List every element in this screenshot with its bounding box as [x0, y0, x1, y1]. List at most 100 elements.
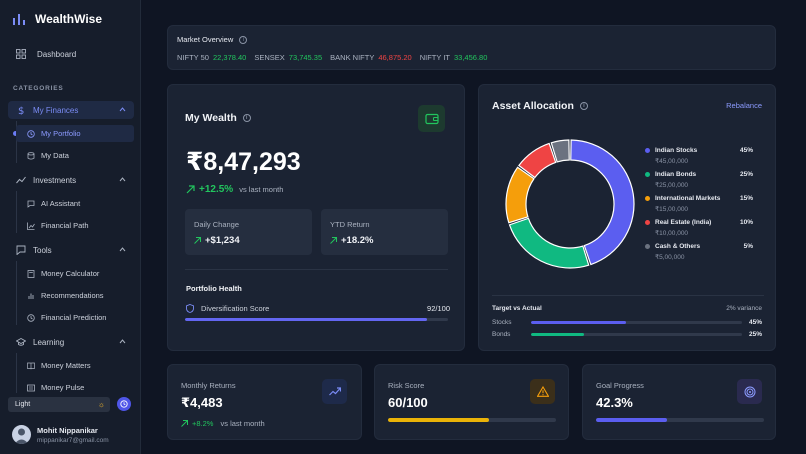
chevron-up-icon[interactable] [119, 338, 126, 345]
theme-toggle[interactable]: Light ☼ [8, 397, 110, 412]
donut-slice[interactable] [570, 139, 635, 266]
donut-slice[interactable] [518, 142, 557, 179]
history-button[interactable] [117, 397, 131, 411]
nav-money-calculator[interactable]: Money Calculator [16, 265, 134, 282]
target-pct: 25% [748, 331, 762, 338]
group-my-finances[interactable]: $ My Finances [8, 101, 134, 119]
trend-icon [16, 175, 26, 185]
nav-money-pulse[interactable]: Money Pulse [16, 379, 134, 396]
ticker-item[interactable]: NIFTY 50 22,378.40 [177, 53, 247, 62]
bar-chart-icon [13, 14, 25, 25]
nav-ai-assistant[interactable]: AI Assistant [16, 195, 134, 212]
nav-dashboard[interactable]: Dashboard [16, 49, 76, 59]
warning-icon [530, 379, 555, 404]
ticker-item[interactable]: NIFTY IT 33,456.80 [419, 53, 488, 62]
donut-slice[interactable] [508, 217, 590, 269]
rebalance-link[interactable]: Rebalance [726, 101, 762, 110]
target-row-bonds: Bonds 25% [492, 331, 762, 338]
arrow-up-right-icon [181, 420, 188, 427]
target-bar-fill [531, 321, 626, 324]
legend-item[interactable]: Indian Bonds ₹25,00,000 25% [645, 171, 753, 189]
tree-line [16, 191, 17, 233]
risk-score-card: Risk Score 60/100 [374, 364, 569, 440]
nav-my-data[interactable]: My Data [16, 147, 134, 164]
nav-money-matters[interactable]: Money Matters [16, 357, 134, 374]
nav-recommendations[interactable]: Recommendations [16, 287, 134, 304]
user-email: mippanikar7@gmail.com [37, 436, 109, 444]
nav-label: Money Matters [41, 361, 91, 370]
risk-bar [388, 418, 556, 422]
market-overview-card: Market Overview i NIFTY 50 22,378.40 SENS… [167, 25, 776, 70]
nav-label: AI Assistant [41, 199, 81, 208]
legend-item[interactable]: International Markets ₹15,00,000 15% [645, 195, 753, 213]
donut-slice[interactable] [550, 139, 570, 163]
nav-label: Money Calculator [41, 269, 100, 278]
legend-item[interactable]: Cash & Others ₹5,00,000 5% [645, 243, 753, 261]
diversification-score: 92/100 [427, 304, 450, 313]
calculator-icon [27, 269, 35, 278]
dollar-icon: $ [16, 105, 26, 115]
info-icon[interactable]: i [579, 102, 588, 110]
donut-slice[interactable] [505, 166, 535, 224]
divider [492, 295, 764, 296]
arrow-up-right-icon [330, 237, 337, 244]
legend-dot [645, 220, 650, 225]
active-indicator [13, 131, 18, 136]
info-icon[interactable]: i [239, 35, 248, 44]
group-tools[interactable]: Tools [8, 241, 134, 259]
arrow-up-right-icon [194, 237, 201, 244]
tree-line [16, 121, 17, 163]
chat-icon [16, 245, 26, 255]
wealth-amount: ₹8,47,293 [186, 148, 301, 176]
ticker-item[interactable]: BANK NIFTY 46,875.20 [330, 53, 412, 62]
legend-name: Real Estate (India) [655, 219, 712, 226]
avatar [12, 425, 31, 444]
message-icon [27, 200, 35, 208]
target-actual-header: Target vs Actual 2% variance [492, 305, 762, 312]
database-icon [27, 151, 35, 160]
target-row-stocks: Stocks 45% [492, 319, 762, 326]
grid-icon [16, 49, 26, 59]
legend-item[interactable]: Real Estate (India) ₹10,00,000 10% [645, 219, 753, 237]
user-name: Mohit Nippanikar [37, 425, 98, 435]
trending-up-icon [322, 379, 347, 404]
allocation-title: Asset Allocation [492, 100, 574, 112]
target-bar [531, 333, 742, 336]
brand-logo[interactable]: WealthWise [12, 10, 102, 28]
target-bar-fill [531, 333, 584, 336]
nav-my-portfolio[interactable]: My Portfolio [16, 125, 134, 142]
ticker-item[interactable]: SENSEX 73,745.35 [254, 53, 323, 62]
line-chart-icon [27, 222, 35, 230]
nav-label: Financial Prediction [41, 313, 107, 322]
nav-financial-path[interactable]: Financial Path [16, 217, 134, 234]
nav-dashboard-label: Dashboard [37, 49, 77, 59]
chevron-up-icon[interactable] [119, 246, 126, 253]
nav-financial-prediction[interactable]: Financial Prediction [16, 309, 134, 326]
ytd-value: +18.2% [330, 235, 374, 246]
legend-name: Indian Bonds [655, 171, 697, 178]
info-icon[interactable]: i [242, 114, 251, 122]
user-profile[interactable]: Mohit Nippanikar mippanikar7@gmail.com [12, 425, 109, 444]
group-investments[interactable]: Investments [8, 171, 134, 189]
asset-allocation-card: Asset Allocation i Rebalance Indian Stoc… [478, 84, 776, 351]
legend-pct: 10% [739, 219, 753, 226]
clock-icon [27, 313, 35, 322]
my-wealth-card: My Wealth i ₹8,47,293 +12.5% vs last mon… [167, 84, 465, 351]
group-learning[interactable]: Learning [8, 333, 134, 351]
daily-change-value: +$1,234 [194, 235, 240, 246]
legend-item[interactable]: Indian Stocks ₹45,00,000 45% [645, 147, 753, 165]
legend-dot [645, 148, 650, 153]
categories-label: CATEGORIES [13, 85, 64, 92]
group-label: My Finances [33, 105, 79, 115]
chevron-up-icon[interactable] [119, 106, 126, 113]
theme-label: Light [15, 401, 31, 408]
chevron-up-icon[interactable] [119, 176, 126, 183]
legend-name: Cash & Others [655, 243, 701, 250]
divider [185, 269, 448, 270]
diversification-row: Diversification Score 92/100 [186, 304, 450, 313]
monthly-returns-card: Monthly Returns ₹4,483 +8.2% vs last mon… [167, 364, 362, 440]
goal-bar [596, 418, 764, 422]
brand-name: WealthWise [35, 12, 103, 26]
target-name: Stocks [492, 319, 512, 326]
target-pct: 45% [748, 319, 762, 326]
